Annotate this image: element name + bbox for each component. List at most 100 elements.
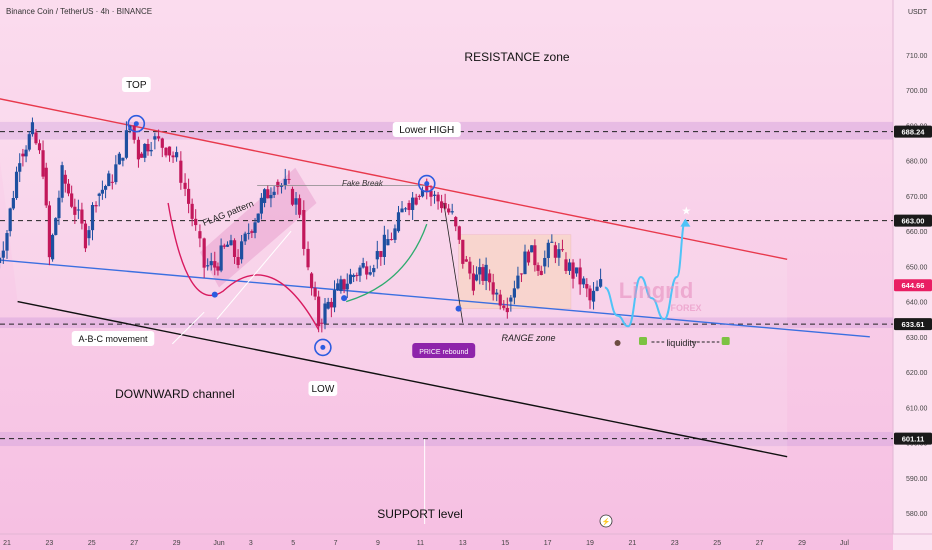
candle-body bbox=[358, 267, 362, 276]
candle-body bbox=[114, 164, 118, 183]
candle-body bbox=[519, 273, 524, 275]
abc-label: A-B-C movement bbox=[78, 334, 148, 344]
candle-body bbox=[160, 138, 164, 148]
candle-body bbox=[516, 275, 520, 289]
candle-body bbox=[66, 183, 71, 194]
candle-body bbox=[414, 197, 418, 205]
candle-body bbox=[329, 301, 333, 308]
x-tick-label: 19 bbox=[586, 540, 594, 547]
candle-body bbox=[478, 267, 482, 275]
x-tick-label: 15 bbox=[501, 540, 509, 547]
x-tick-label: 21 bbox=[629, 540, 637, 547]
candle-body bbox=[83, 223, 88, 249]
candle-body bbox=[317, 296, 321, 327]
candle-body bbox=[365, 266, 369, 275]
lower-high-label: Lower HIGH bbox=[399, 125, 454, 136]
candle-body bbox=[27, 134, 31, 150]
candle-body bbox=[375, 251, 379, 260]
candle-body bbox=[502, 305, 506, 308]
candle-body bbox=[339, 279, 343, 292]
candle-body bbox=[175, 152, 179, 158]
candle-body bbox=[236, 256, 240, 265]
candle-body bbox=[117, 153, 121, 165]
candle-body bbox=[512, 288, 516, 298]
candle-body bbox=[393, 228, 397, 240]
candle-body bbox=[132, 125, 136, 140]
candle-body bbox=[272, 191, 276, 195]
projection-star: ★ bbox=[681, 206, 691, 218]
candle-body bbox=[567, 262, 572, 271]
low-marker bbox=[314, 338, 332, 357]
candle-body bbox=[464, 259, 468, 262]
candle-body bbox=[420, 190, 425, 197]
check-icon-left bbox=[639, 337, 647, 345]
top-marker-dot bbox=[133, 121, 139, 127]
candle-body bbox=[146, 143, 150, 152]
candle-body bbox=[306, 248, 310, 268]
candle-body bbox=[361, 262, 365, 268]
candle-body bbox=[164, 147, 168, 156]
candle-body bbox=[386, 239, 390, 246]
lightning-icon bbox=[599, 514, 613, 528]
candle-body bbox=[290, 188, 295, 205]
candle-body bbox=[87, 230, 91, 239]
candle-body bbox=[179, 160, 183, 183]
candle-body bbox=[320, 322, 324, 324]
candle-body bbox=[440, 201, 444, 209]
candle-body bbox=[560, 249, 565, 251]
candle-body bbox=[336, 283, 340, 291]
candle-body bbox=[585, 284, 589, 289]
price-tag: 644.66 bbox=[902, 281, 925, 290]
candle-body bbox=[110, 181, 114, 183]
x-tick-label: 25 bbox=[713, 540, 721, 547]
x-tick-label: 25 bbox=[88, 540, 96, 547]
candle-body bbox=[283, 178, 287, 186]
candle-body bbox=[225, 244, 230, 247]
candle-body bbox=[382, 234, 386, 257]
flag-box bbox=[199, 167, 317, 288]
candle-body bbox=[432, 194, 437, 196]
liquidity-label: liquidity bbox=[666, 338, 697, 348]
candle-body bbox=[530, 245, 534, 253]
candle-body bbox=[389, 239, 394, 241]
candle-body bbox=[73, 206, 77, 215]
candle-body bbox=[436, 194, 440, 202]
candle-body bbox=[80, 209, 84, 224]
projection-arrowhead bbox=[680, 218, 691, 227]
y-tick-label: 710.00 bbox=[906, 53, 928, 60]
y-tick-label: 580.00 bbox=[906, 511, 928, 518]
candle-body bbox=[262, 189, 267, 203]
eye-icon bbox=[614, 340, 621, 346]
candle-body bbox=[149, 149, 153, 152]
candle-body bbox=[396, 212, 401, 232]
candle-body bbox=[588, 288, 592, 301]
candle-body bbox=[247, 232, 251, 234]
candle-body bbox=[30, 122, 35, 135]
candle-body bbox=[140, 153, 144, 158]
x-tick-label: 27 bbox=[756, 540, 764, 547]
candle-body bbox=[457, 226, 461, 240]
x-tick-label: 27 bbox=[130, 540, 138, 547]
price-tag-bg bbox=[894, 214, 932, 227]
candle-body bbox=[232, 240, 237, 257]
candle-body bbox=[582, 278, 586, 285]
candle-body bbox=[425, 181, 429, 191]
candle-body bbox=[259, 197, 263, 214]
trend-dot-2 bbox=[455, 305, 462, 312]
candle-body bbox=[352, 275, 356, 277]
lower-high-marker-dot bbox=[424, 181, 430, 187]
candle-body bbox=[70, 193, 74, 207]
candle-body bbox=[400, 208, 404, 213]
candle-body bbox=[553, 245, 557, 258]
candle-body bbox=[24, 149, 28, 157]
candle-body bbox=[495, 292, 499, 295]
candle-body bbox=[11, 198, 15, 209]
candle-body bbox=[523, 251, 527, 275]
y-tick-label: 680.00 bbox=[906, 159, 928, 166]
price-tag: 688.24 bbox=[902, 128, 926, 137]
candle-body bbox=[481, 267, 485, 281]
x-tick-label: Jul bbox=[840, 540, 849, 547]
candle-body bbox=[5, 233, 9, 251]
candle-body bbox=[34, 132, 38, 144]
price-rebound-label-bg bbox=[412, 343, 476, 358]
